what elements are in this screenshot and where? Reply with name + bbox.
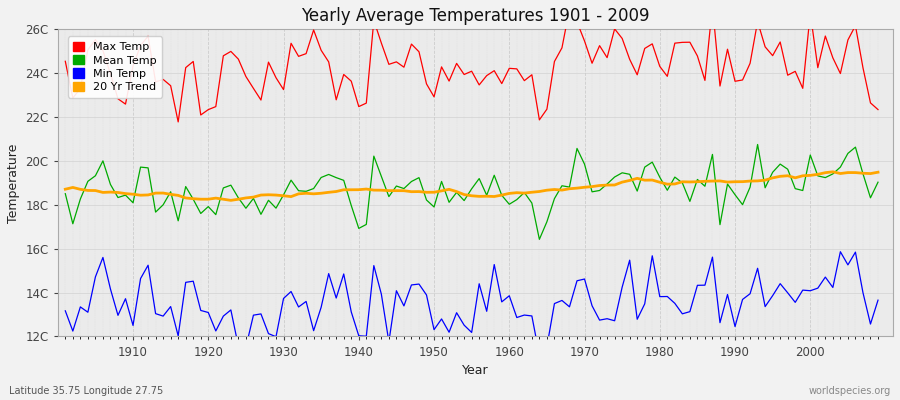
Legend: Max Temp, Mean Temp, Min Temp, 20 Yr Trend: Max Temp, Mean Temp, Min Temp, 20 Yr Tre… bbox=[68, 36, 162, 98]
Text: Latitude 35.75 Longitude 27.75: Latitude 35.75 Longitude 27.75 bbox=[9, 386, 163, 396]
X-axis label: Year: Year bbox=[462, 364, 489, 377]
Title: Yearly Average Temperatures 1901 - 2009: Yearly Average Temperatures 1901 - 2009 bbox=[302, 7, 650, 25]
Text: worldspecies.org: worldspecies.org bbox=[809, 386, 891, 396]
Y-axis label: Temperature: Temperature bbox=[7, 143, 20, 222]
